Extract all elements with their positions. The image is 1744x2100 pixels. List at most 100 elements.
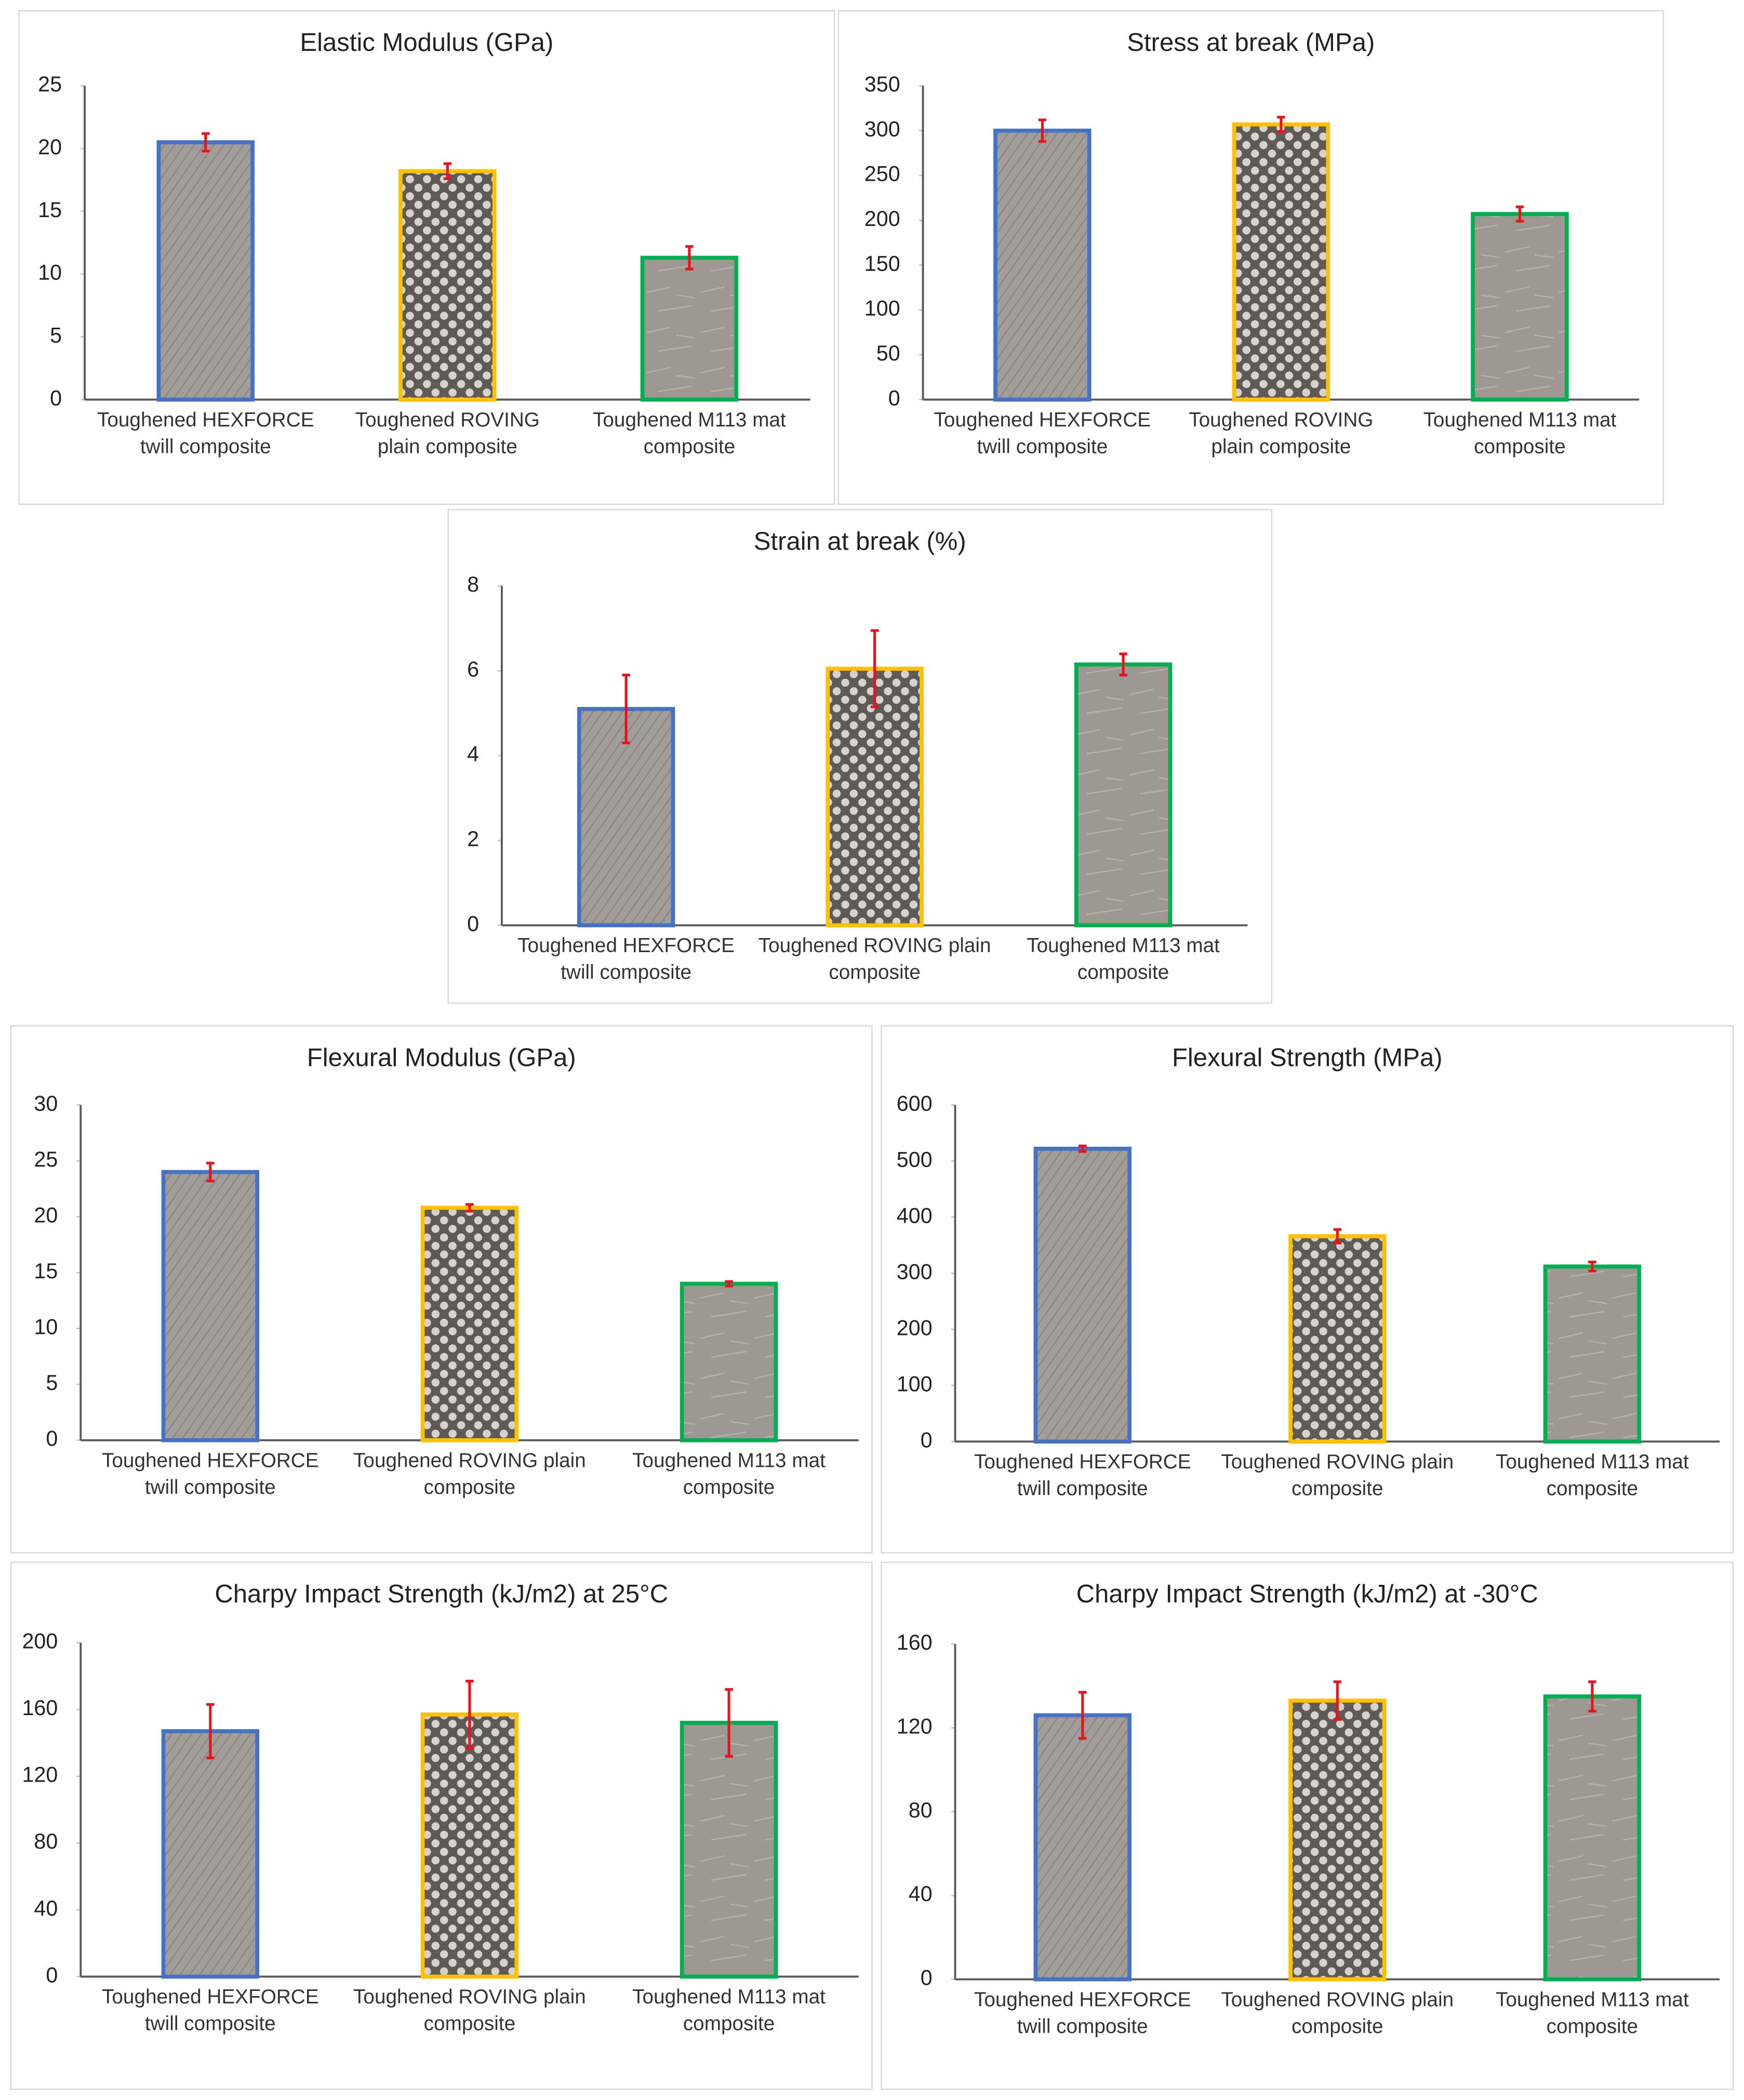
error-bar	[725, 1280, 733, 1288]
x-label-box: Toughened M113 mat composite	[632, 1449, 826, 1500]
bar	[1471, 212, 1569, 402]
bar	[577, 707, 675, 928]
y-tick-label: 80	[34, 1829, 58, 1853]
error-bar	[1119, 652, 1127, 677]
y-tick-label: 350	[864, 72, 900, 96]
y-tick-label: 500	[897, 1147, 933, 1171]
x-label-box: Toughened ROVING plain composite	[1189, 409, 1374, 459]
x-label-box: Toughened HEXFORCE twill composite	[974, 1988, 1191, 2039]
y-tick-label: 25	[38, 72, 62, 96]
x-tick-label: Toughened M113 mat composite	[1495, 1988, 1689, 2039]
y-tick-label: 400	[897, 1203, 933, 1227]
x-tick-label: Toughened ROVING plain composite	[355, 409, 540, 459]
chart-title: Charpy Impact Strength (kJ/m2) at -30°C	[1076, 1580, 1538, 1608]
error-bar	[465, 1679, 474, 1749]
bar	[156, 140, 255, 402]
bar	[398, 169, 497, 402]
y-tick-label: 0	[921, 1428, 933, 1452]
y-tick-label: 200	[22, 1629, 58, 1653]
x-tick-label: Toughened M113 mat composite	[632, 1449, 826, 1500]
error-bar	[725, 1688, 733, 1758]
y-tick-label: 0	[46, 1427, 58, 1451]
error-bar	[202, 132, 210, 153]
error-bar	[1277, 116, 1285, 133]
x-label-box: Toughened M113 mat composite	[1423, 409, 1617, 459]
bar	[680, 1281, 778, 1442]
x-tick-label: Toughened ROVING plain composite	[353, 1986, 586, 2036]
y-tick-label: 0	[921, 1966, 933, 1990]
x-tick-label: Toughened M113 mat composite	[1423, 409, 1617, 459]
x-tick-label: Toughened HEXFORCE twill composite	[974, 1451, 1191, 1501]
y-tick-label: 160	[22, 1696, 58, 1720]
y-tick-label: 200	[897, 1316, 933, 1340]
error-bar	[1038, 118, 1047, 143]
error-bar	[1515, 205, 1524, 223]
x-tick-label: Toughened ROVING plain composite	[1189, 409, 1374, 459]
bar	[1543, 1694, 1642, 1982]
chart-title: Flexural Strength (MPa)	[1172, 1044, 1443, 1072]
y-tick-label: 160	[897, 1630, 933, 1654]
chart-title: Strain at break (%)	[754, 528, 966, 556]
y-tick-label: 100	[864, 297, 900, 320]
y-tick-label: 300	[897, 1260, 933, 1283]
x-tick-label: Toughened ROVING plain composite	[353, 1449, 586, 1500]
y-tick-label: 20	[34, 1203, 58, 1227]
y-tick-label: 250	[864, 162, 900, 186]
error-bar	[1079, 1144, 1087, 1153]
x-label-box: Toughened HEXFORCE twill composite	[934, 409, 1151, 459]
x-label-box: Toughened ROVING plain composite	[353, 1449, 586, 1500]
error-bar	[206, 1703, 215, 1759]
y-tick-label: 200	[864, 207, 900, 231]
x-label-box: Toughened M113 mat composite	[632, 1986, 826, 2036]
error-bar	[465, 1203, 474, 1213]
error-bar	[870, 629, 879, 708]
x-tick-label: Toughened HEXFORCE twill composite	[102, 1986, 319, 2036]
y-tick-label: 300	[864, 117, 900, 141]
y-tick-label: 10	[34, 1315, 58, 1339]
y-tick-label: 2	[467, 827, 479, 851]
chart-title: Stress at break (MPa)	[1127, 29, 1375, 57]
y-tick-label: 15	[38, 198, 62, 222]
x-tick-label: Toughened ROVING plain composite	[1221, 1451, 1454, 1501]
bar	[1033, 1713, 1132, 1982]
x-label-box: Toughened M113 mat composite	[1495, 1988, 1689, 2039]
x-label-box: Toughened ROVING plain composite	[1221, 1988, 1454, 2039]
x-tick-label: Toughened HEXFORCE twill composite	[517, 934, 735, 984]
y-tick-label: 40	[34, 1896, 58, 1920]
x-label-box: Toughened M113 mat composite	[1027, 934, 1220, 984]
y-tick-label: 80	[909, 1798, 933, 1822]
bar	[420, 1712, 519, 1979]
bar	[420, 1206, 519, 1442]
y-tick-label: 8	[467, 572, 479, 596]
bar	[1288, 1698, 1387, 1982]
error-bar	[1588, 1261, 1596, 1273]
chart-title: Elastic Modulus (GPa)	[300, 29, 553, 57]
bar	[1033, 1146, 1132, 1444]
x-tick-label: Toughened M113 mat composite	[632, 1986, 826, 2036]
x-tick-label: Toughened M113 mat composite	[1495, 1451, 1689, 1501]
x-tick-label: Toughened ROVING plain composite	[758, 934, 991, 984]
y-tick-label: 30	[34, 1091, 58, 1115]
x-tick-label: Toughened HEXFORCE twill composite	[934, 409, 1151, 459]
y-tick-label: 15	[34, 1259, 58, 1283]
error-bar	[1588, 1680, 1596, 1713]
bar	[161, 1729, 260, 1979]
x-label-box: Toughened HEXFORCE twill composite	[974, 1451, 1191, 1501]
error-bar	[1333, 1680, 1342, 1721]
y-tick-label: 20	[38, 135, 62, 159]
x-tick-label: Toughened HEXFORCE twill composite	[97, 409, 314, 459]
bar	[1074, 662, 1173, 928]
x-tick-label: Toughened ROVING plain composite	[1221, 1988, 1454, 2039]
y-tick-label: 50	[876, 341, 900, 365]
y-tick-label: 100	[897, 1372, 933, 1396]
bar	[826, 666, 924, 928]
y-tick-label: 4	[467, 742, 479, 766]
y-tick-label: 150	[864, 251, 900, 275]
y-tick-label: 0	[50, 386, 62, 410]
error-bar	[206, 1161, 215, 1183]
x-label-box: Toughened HEXFORCE twill composite	[102, 1450, 319, 1500]
y-tick-label: 5	[46, 1371, 58, 1395]
chart-title: Charpy Impact Strength (kJ/m2) at 25°C	[215, 1580, 668, 1608]
x-tick-label: Toughened HEXFORCE twill composite	[974, 1988, 1191, 2039]
